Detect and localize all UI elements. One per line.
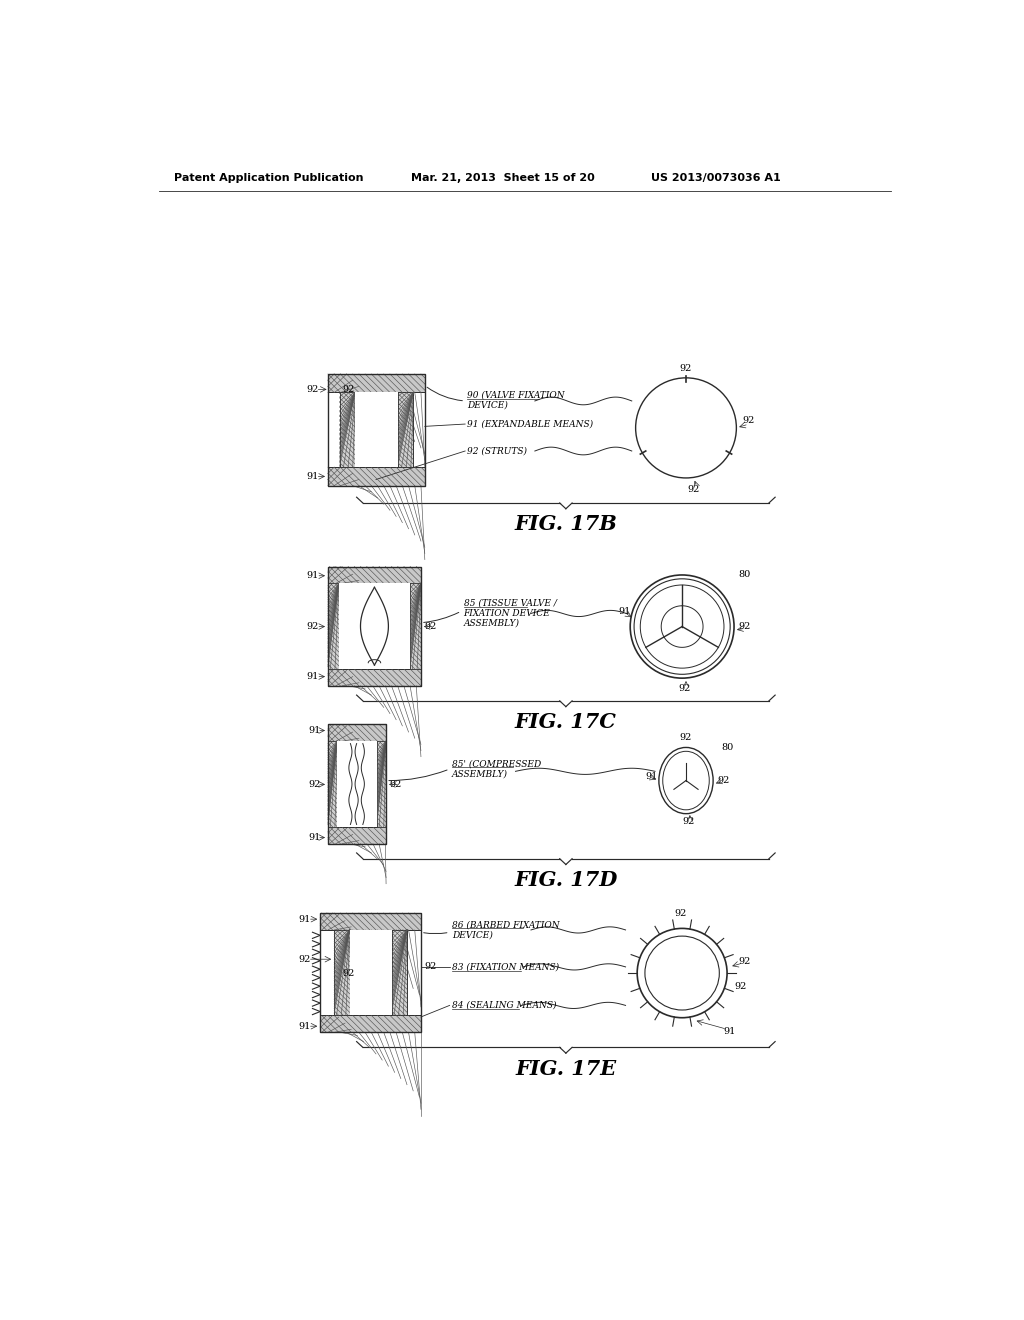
Text: DEVICE): DEVICE) [467, 400, 508, 409]
Bar [397, 392, 414, 467]
Bar [328, 566, 421, 686]
Bar [334, 929, 349, 1015]
Text: DEVICE): DEVICE) [452, 931, 493, 939]
Text: 91: 91 [306, 473, 318, 480]
Bar [328, 566, 421, 583]
Text: 92: 92 [342, 385, 354, 393]
Text: 92: 92 [735, 982, 748, 991]
Text: 85 (TISSUE VALVE /: 85 (TISSUE VALVE / [464, 599, 556, 609]
Text: FIG. 17C: FIG. 17C [515, 711, 616, 733]
Text: 92: 92 [389, 780, 401, 789]
Text: 91: 91 [306, 572, 318, 581]
Bar [328, 374, 425, 392]
Bar [328, 742, 337, 826]
Text: 92: 92 [682, 817, 694, 826]
Bar [321, 913, 421, 929]
Text: 92: 92 [424, 622, 436, 631]
Bar [391, 929, 407, 1015]
Text: 92: 92 [742, 416, 755, 425]
Bar [349, 929, 391, 1015]
Bar [355, 392, 397, 467]
Text: ASSEMBLY): ASSEMBLY) [452, 770, 508, 779]
Text: US 2013/0073036 A1: US 2013/0073036 A1 [651, 173, 781, 182]
Text: FIG. 17D: FIG. 17D [514, 870, 617, 890]
Text: 91: 91 [723, 1027, 735, 1036]
Text: 80: 80 [721, 743, 733, 752]
Bar [340, 392, 355, 467]
Text: 92: 92 [306, 622, 318, 631]
Bar [328, 725, 386, 843]
Text: 91 (EXPANDABLE MEANS): 91 (EXPANDABLE MEANS) [467, 420, 594, 429]
Text: 91: 91 [618, 607, 631, 615]
Text: 91: 91 [308, 726, 321, 735]
Text: 92: 92 [675, 908, 687, 917]
Text: 91: 91 [308, 833, 321, 842]
Bar [328, 583, 339, 669]
Text: 80: 80 [738, 570, 751, 579]
Bar [328, 467, 425, 486]
Bar [334, 929, 349, 1015]
Bar [328, 669, 421, 686]
Text: 92: 92 [299, 954, 311, 964]
Bar [410, 583, 421, 669]
Text: 92 (STRUTS): 92 (STRUTS) [467, 446, 527, 455]
Bar [328, 583, 339, 669]
Text: FIG. 17B: FIG. 17B [514, 515, 617, 535]
Text: 92: 92 [717, 776, 729, 785]
Bar [328, 725, 386, 742]
Text: 92: 92 [687, 484, 700, 494]
Bar [328, 374, 425, 486]
Text: 92: 92 [342, 969, 354, 978]
Bar [339, 583, 410, 669]
Bar [337, 742, 377, 826]
Bar [377, 742, 386, 826]
Text: 92: 92 [738, 957, 751, 966]
Text: 92: 92 [678, 684, 690, 693]
Text: Patent Application Publication: Patent Application Publication [174, 173, 364, 182]
Bar [377, 742, 386, 826]
Text: Mar. 21, 2013  Sheet 15 of 20: Mar. 21, 2013 Sheet 15 of 20 [411, 173, 595, 182]
Text: 92: 92 [738, 622, 751, 631]
Text: 83 (FIXATION MEANS): 83 (FIXATION MEANS) [452, 962, 559, 972]
Bar [397, 392, 414, 467]
Text: ASSEMBLY): ASSEMBLY) [464, 619, 519, 628]
Bar [391, 929, 407, 1015]
Text: FIG. 17E: FIG. 17E [515, 1059, 616, 1078]
Text: 85' (COMPRESSED: 85' (COMPRESSED [452, 759, 542, 768]
Text: 92: 92 [424, 962, 436, 972]
Text: 91: 91 [646, 772, 658, 781]
Text: 91: 91 [299, 915, 311, 924]
Text: 92: 92 [306, 385, 318, 393]
Text: 86 (BARBED FIXATION: 86 (BARBED FIXATION [452, 920, 559, 929]
Text: 92: 92 [308, 780, 321, 789]
Text: 91: 91 [299, 1022, 311, 1031]
Bar [321, 1015, 421, 1032]
Bar [328, 826, 386, 843]
Bar [321, 913, 421, 1032]
Text: 91: 91 [306, 672, 318, 681]
Text: 92: 92 [680, 733, 692, 742]
Text: 84 (SEALING MEANS): 84 (SEALING MEANS) [452, 1001, 556, 1010]
Text: 90 (VALVE FIXATION: 90 (VALVE FIXATION [467, 391, 565, 399]
Text: FIXATION DEVICE: FIXATION DEVICE [464, 609, 550, 618]
Bar [340, 392, 355, 467]
Bar [328, 742, 337, 826]
Bar [410, 583, 421, 669]
Text: 92: 92 [680, 364, 692, 374]
